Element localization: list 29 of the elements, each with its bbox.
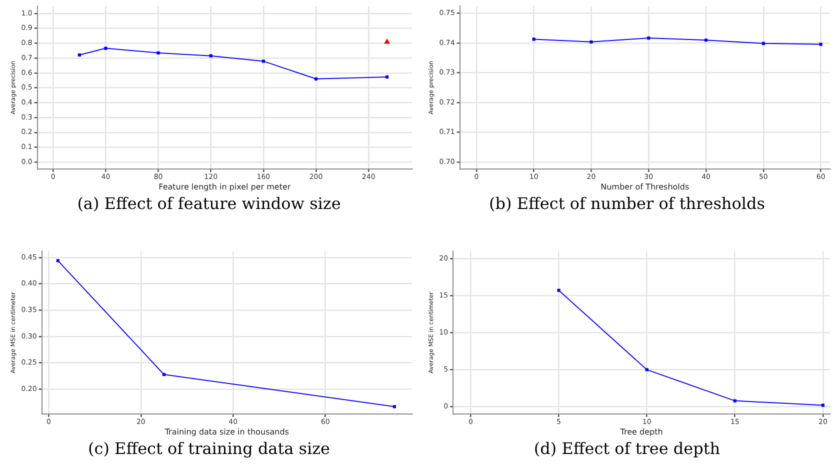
point [557, 288, 560, 292]
point [392, 405, 396, 408]
point [314, 77, 318, 80]
point [733, 399, 736, 402]
point [762, 42, 765, 45]
point [104, 46, 108, 50]
point [384, 38, 390, 44]
point [209, 54, 212, 58]
text: (b) Effect of number of thresholds [488, 194, 766, 213]
point [821, 404, 825, 407]
point [590, 40, 593, 44]
point [819, 42, 822, 46]
text: (c) Effect of training data size [86, 439, 331, 458]
point [162, 372, 166, 376]
text: (a) Effect of feature window size [76, 194, 342, 213]
point [645, 368, 648, 372]
point [647, 36, 650, 40]
point [56, 259, 60, 262]
x-axis-title: Tree depth [619, 427, 663, 436]
point [262, 60, 266, 63]
point [385, 75, 389, 79]
x-axis-title: Feature length in pixel per meter [158, 182, 292, 192]
point [532, 38, 536, 41]
point [156, 51, 160, 54]
x-axis-title: Number of Thresholds [600, 182, 690, 192]
point [78, 53, 81, 57]
x-axis-title: Training data size in thousands [164, 427, 289, 436]
point [704, 38, 708, 42]
text: (d) Effect of tree depth [532, 439, 722, 458]
